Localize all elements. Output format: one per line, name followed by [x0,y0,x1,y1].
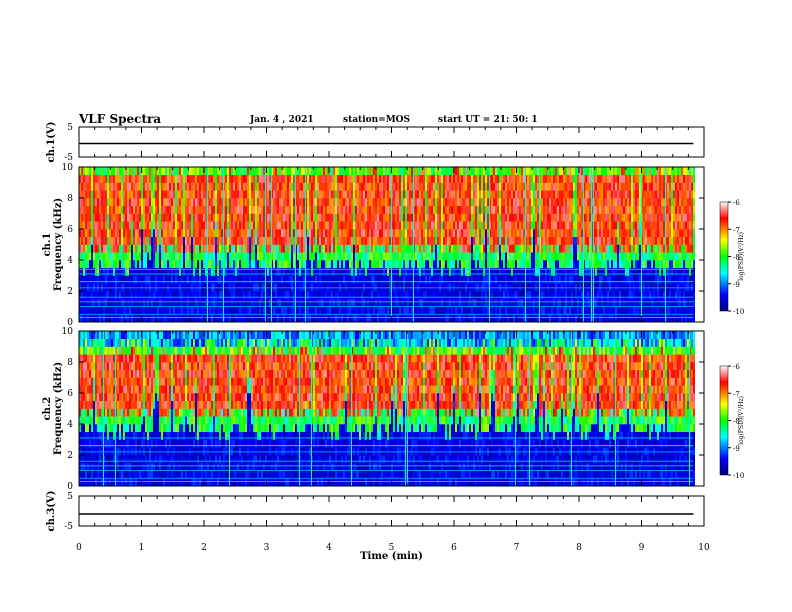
x-tick-label: 3 [264,543,270,553]
y-tick-label: 0 [67,482,73,492]
y-tick-label: 2 [67,287,73,297]
colorbar-label: log(PSD)(V²/Hz) [738,232,745,281]
colorbar [719,201,729,312]
y-tick-label: 5 [67,492,73,502]
date-label: Jan. 4 , 2021 [250,115,314,125]
y-tick-label: 10 [62,163,74,173]
x-tick-label: 7 [514,543,520,553]
colorbar-tick-label: -6 [733,199,740,207]
y-axis-label: Frequency (kHz) [53,198,64,291]
y-axis-label: ch.2 [42,397,53,421]
station-label: station=MOS [343,115,411,125]
x-axis-label: Time (min) [360,551,423,562]
y-tick-label: 6 [67,389,73,399]
colorbar [719,365,729,476]
y-tick-label: 4 [67,256,73,266]
colorbar-tick-label: -9 [733,445,740,453]
x-tick-label: 1 [139,543,145,553]
colorbar-tick-label: -7 [733,390,740,398]
y-tick-label: 8 [67,358,73,368]
y-tick-label: 8 [67,194,73,204]
y-tick-label: 4 [67,420,73,430]
y-tick-label: 5 [67,123,73,133]
colorbar-tick-label: -10 [733,308,744,316]
y-tick-label: -5 [64,153,73,163]
y-axis-label: ch.1 [42,233,53,257]
colorbar-tick-label: -10 [733,472,744,480]
ch2-spectrogram-heatmap [79,331,695,487]
y-tick-label: 2 [67,451,73,461]
x-tick-label: 8 [576,543,582,553]
x-tick-label: 0 [76,543,82,553]
x-tick-label: 5 [389,543,395,553]
x-tick-label: 6 [451,543,457,553]
colorbar-tick-label: -9 [733,281,740,289]
colorbar-tick-label: -8 [733,418,740,426]
colorbar-label: log(PSD)(V²/Hz) [738,396,745,445]
x-tick-label: 4 [326,543,332,553]
colorbar-tick-label: -6 [733,363,740,371]
y-tick-label: -5 [64,522,73,532]
x-tick-label: 9 [639,543,645,553]
x-tick-label: 10 [698,543,710,553]
x-tick-label: 2 [201,543,207,553]
colorbar-tick-label: -8 [733,254,740,262]
colorbar-tick-label: -7 [733,226,740,234]
start-time-label: start UT = 21: 50: 1 [438,115,538,125]
y-tick-label: 0 [67,318,73,328]
y-tick-label: 6 [67,225,73,235]
y-axis-label: ch.1(V) [46,121,57,162]
figure-title: VLF Spectra [79,112,162,126]
ch1-spectrogram-heatmap [79,167,695,323]
y-axis-label: Frequency (kHz) [53,362,64,455]
y-tick-label: 10 [62,327,74,337]
y-axis-label: ch.3(V) [46,490,57,531]
